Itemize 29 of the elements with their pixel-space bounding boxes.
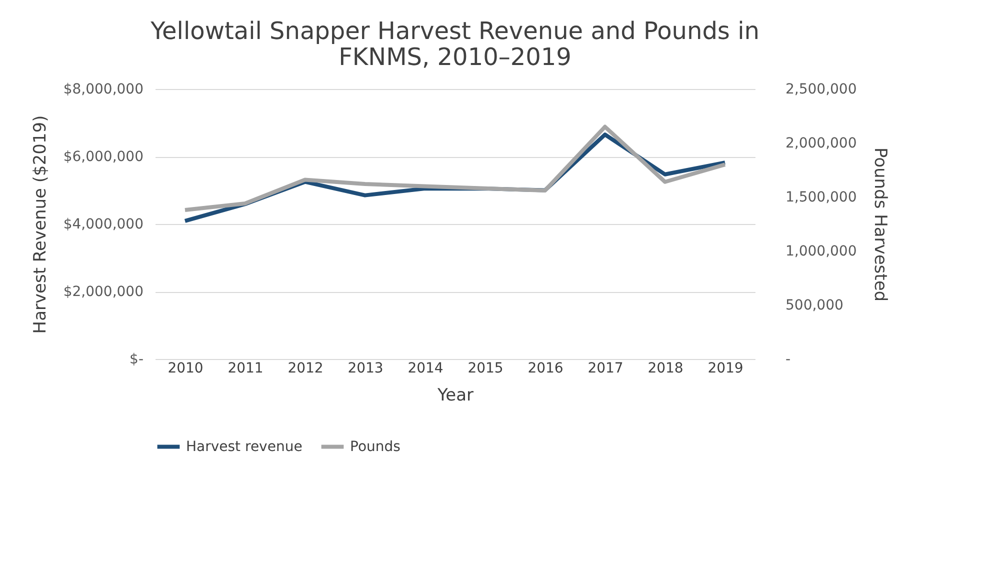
y-tick-label: $- [130, 352, 144, 368]
x-tick-label: 2014 [408, 360, 444, 376]
x-axis-title: Year [436, 386, 474, 406]
x-tick-label: 2015 [468, 360, 504, 376]
y2-axis-title: Pounds Harvested [870, 147, 890, 302]
y2-tick-label: - [786, 352, 791, 368]
y2-tick-label: 2,500,000 [786, 82, 857, 98]
x-tick-label: 2019 [708, 360, 744, 376]
text: FKNMS, 2010–2019 [338, 43, 572, 71]
legend-label: Harvest revenue [186, 438, 302, 455]
y-axis-title: Harvest Revenue ($2019) [30, 115, 50, 334]
line-series [183, 124, 727, 212]
x-tick-label: 2017 [588, 360, 624, 376]
x-tick-label: 2011 [228, 360, 264, 376]
y2-tick-label: 2,000,000 [786, 136, 857, 152]
y2-tick-label: 1,500,000 [786, 190, 857, 206]
x-tick-label: 2010 [168, 360, 204, 376]
y2-tick-label: 1,000,000 [786, 244, 857, 260]
x-tick-label: 2012 [288, 360, 324, 376]
text: Yellowtail Snapper Harvest Revenue and Pounds in [150, 17, 760, 45]
y2-tick-label: 500,000 [786, 298, 844, 314]
y-tick-label: $4,000,000 [63, 216, 144, 232]
y-tick-label: $8,000,000 [63, 82, 144, 98]
legend-label: Pounds [350, 438, 400, 455]
x-tick-label: 2016 [528, 360, 564, 376]
y-tick-label: $2,000,000 [63, 284, 144, 300]
x-tick-label: 2013 [348, 360, 384, 376]
x-tick-label: 2018 [648, 360, 684, 376]
y-tick-label: $6,000,000 [63, 149, 144, 165]
